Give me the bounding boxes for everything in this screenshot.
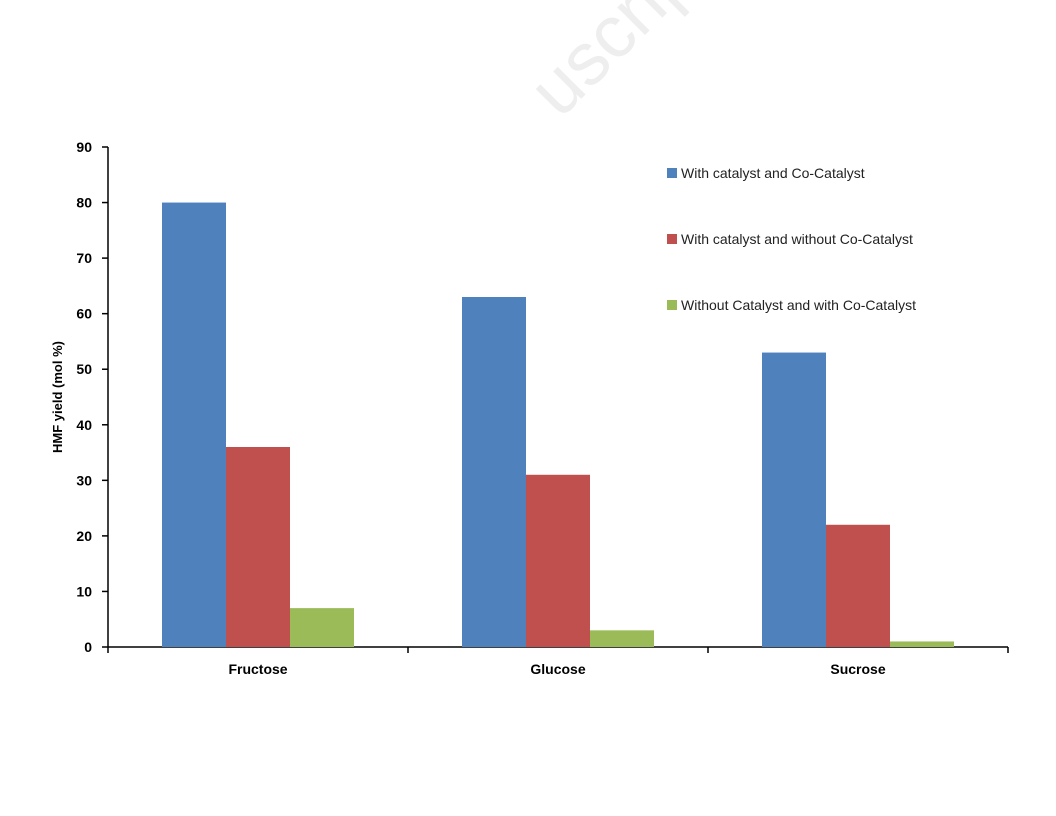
y-tick-label: 10 xyxy=(76,583,92,599)
bar xyxy=(826,524,890,647)
y-tick-label: 30 xyxy=(76,472,92,488)
legend-label: With catalyst and Co-Catalyst xyxy=(681,165,865,181)
y-tick-label: 60 xyxy=(76,306,92,322)
y-tick-label: 0 xyxy=(84,639,92,655)
y-tick-label: 80 xyxy=(76,195,92,211)
bar xyxy=(290,608,354,647)
legend-swatch xyxy=(667,168,677,178)
watermark: uscrip xyxy=(513,0,711,131)
bars xyxy=(162,202,954,648)
bar xyxy=(226,447,290,647)
x-category-label: Sucrose xyxy=(830,661,885,677)
x-category-label: Glucose xyxy=(530,661,585,677)
legend-swatch xyxy=(667,234,677,244)
bar xyxy=(762,352,826,647)
y-axis-title: HMF yield (mol %) xyxy=(50,341,65,453)
y-tick-label: 50 xyxy=(76,361,92,377)
y-tick-label: 20 xyxy=(76,528,92,544)
bar xyxy=(462,297,526,647)
legend-label: With catalyst and without Co-Catalyst xyxy=(681,231,913,247)
bar xyxy=(526,474,590,647)
y-tick-label: 70 xyxy=(76,250,92,266)
legend-label: Without Catalyst and with Co-Catalyst xyxy=(681,297,916,313)
svg-text:uscrip: uscrip xyxy=(513,0,711,131)
legend: With catalyst and Co-Catalyst With cataly… xyxy=(667,165,916,313)
bar xyxy=(162,202,226,648)
x-category-label: Fructose xyxy=(228,661,287,677)
y-tick-label: 90 xyxy=(76,139,92,155)
y-tick-label: 40 xyxy=(76,417,92,433)
x-axis: Fructose Glucose Sucrose xyxy=(107,646,1009,677)
bar xyxy=(590,630,654,647)
legend-swatch xyxy=(667,300,677,310)
y-axis: 0 10 20 30 40 50 60 70 80 90 xyxy=(76,139,109,655)
bar xyxy=(890,641,954,647)
